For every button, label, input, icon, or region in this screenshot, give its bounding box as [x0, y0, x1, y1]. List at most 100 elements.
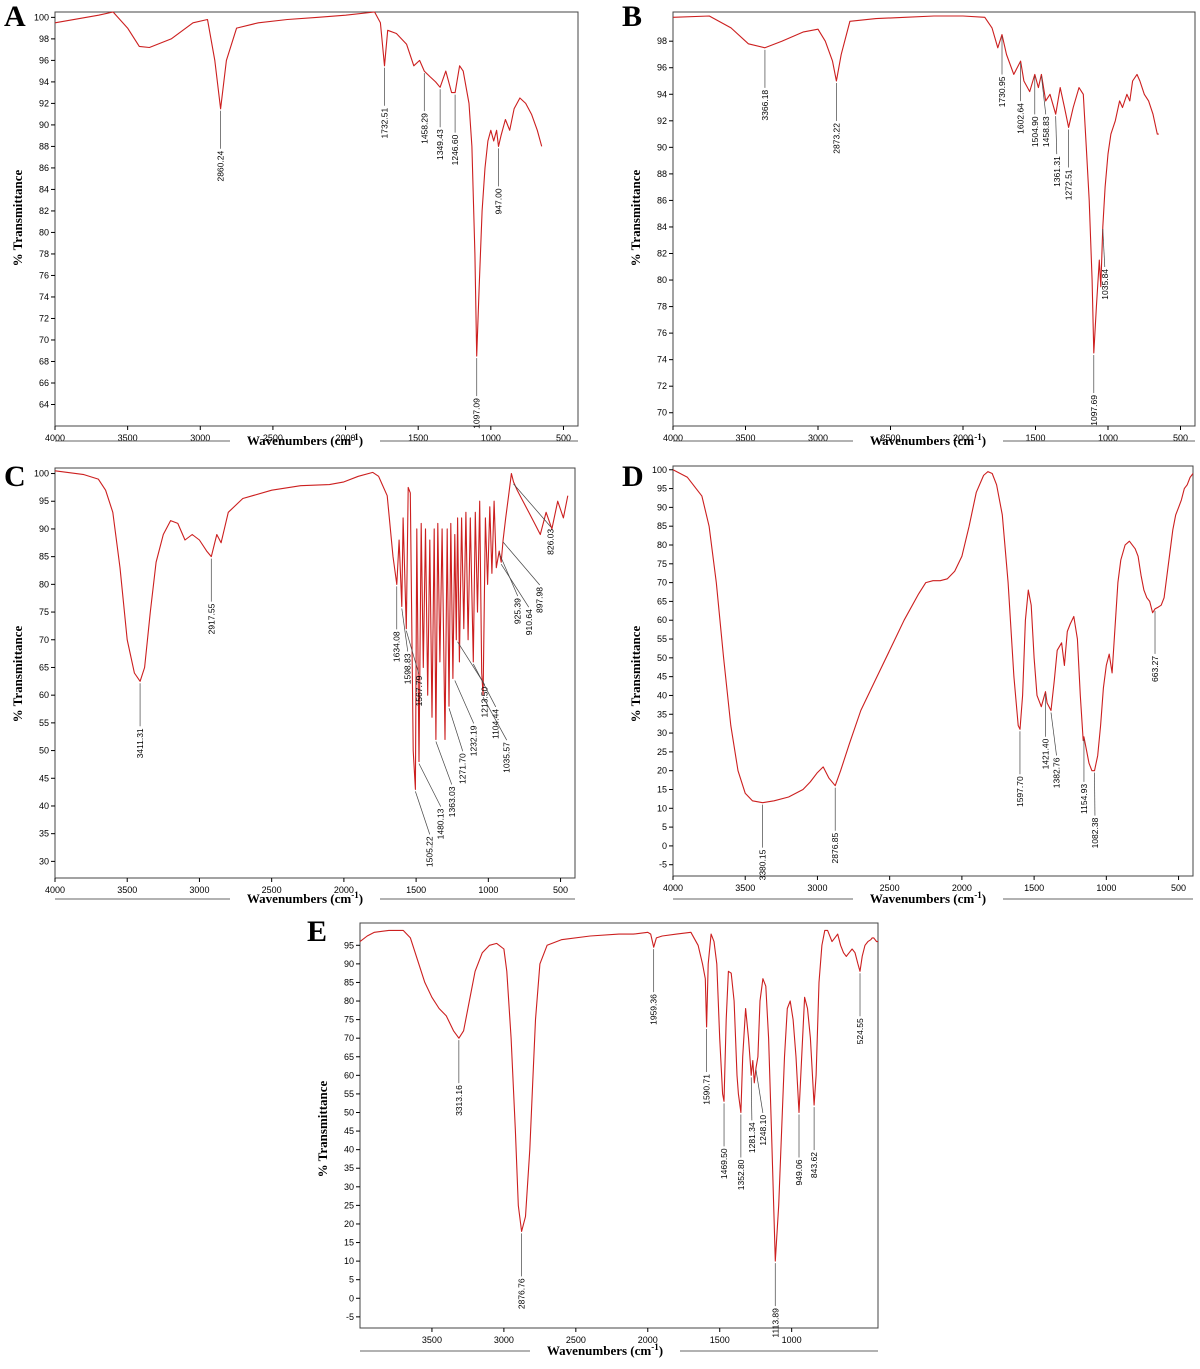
peak-label: 1097.69 — [1089, 395, 1099, 426]
y-tick-label: 40 — [344, 1145, 354, 1155]
x-tick-label: 3000 — [807, 883, 827, 893]
peak-label: 1271.70 — [458, 753, 468, 784]
y-tick-label: 25 — [344, 1200, 354, 1210]
y-tick-label: 76 — [39, 270, 49, 280]
panel-label: E — [307, 917, 327, 947]
peak-label: 2860.24 — [216, 151, 226, 182]
y-tick-label: 95 — [657, 484, 667, 494]
peak-label: 947.00 — [494, 188, 504, 214]
y-tick-label: 40 — [39, 801, 49, 811]
y-tick-label: 72 — [657, 381, 667, 391]
peak-label: 1272.51 — [1064, 169, 1074, 200]
panel-label: C — [4, 462, 26, 492]
y-tick-label: 78 — [39, 249, 49, 259]
y-tick-label: 70 — [344, 1033, 354, 1043]
y-tick-label: 80 — [39, 579, 49, 589]
y-tick-label: 75 — [657, 559, 667, 569]
x-axis-label: Wavenumbers (cm-1) — [870, 432, 986, 448]
y-axis-label: % Transmittance — [10, 169, 25, 266]
ftir-chart: 6466687072747678808284868890929496981004… — [0, 0, 585, 455]
y-tick-label: 45 — [344, 1126, 354, 1136]
y-tick-label: 86 — [657, 195, 667, 205]
x-axis-label: Wavenumbers (cm-1) — [247, 890, 363, 906]
y-tick-label: 5 — [349, 1275, 354, 1285]
y-tick-label: 95 — [344, 940, 354, 950]
peak-label: 2917.55 — [206, 603, 216, 634]
peak-label: 1154.93 — [1079, 784, 1089, 814]
peak-label: 949.06 — [794, 1159, 804, 1185]
y-tick-label: 100 — [652, 465, 667, 475]
spectrum-line — [360, 930, 878, 1261]
peak-label: 1602.64 — [1016, 103, 1026, 134]
y-tick-label: 15 — [344, 1238, 354, 1248]
peak-label: 1382.76 — [1052, 757, 1062, 788]
y-tick-label: 66 — [39, 378, 49, 388]
y-tick-label: 100 — [34, 469, 49, 479]
plot-frame — [673, 466, 1193, 876]
y-tick-label: 55 — [657, 634, 667, 644]
peak-label: 1352.80 — [736, 1159, 746, 1190]
y-tick-label: 55 — [344, 1089, 354, 1099]
x-tick-label: 500 — [1171, 883, 1186, 893]
y-tick-label: 45 — [657, 672, 667, 682]
y-tick-label: 35 — [39, 829, 49, 839]
ftir-chart: -505101520253035404550556065707580859095… — [305, 915, 890, 1364]
peak-label: 1598.83 — [403, 653, 413, 684]
peak-label: 1730.95 — [997, 76, 1007, 107]
y-tick-label: 5 — [662, 822, 667, 832]
y-tick-label: 65 — [344, 1052, 354, 1062]
y-tick-label: 0 — [349, 1293, 354, 1303]
y-tick-label: 30 — [657, 728, 667, 738]
y-tick-label: 70 — [657, 408, 667, 418]
x-tick-label: 4000 — [45, 885, 65, 895]
y-tick-label: 30 — [344, 1182, 354, 1192]
x-tick-label: 3000 — [189, 885, 209, 895]
y-tick-label: 92 — [657, 116, 667, 126]
y-tick-label: 50 — [39, 746, 49, 756]
peak-leader — [419, 764, 441, 807]
y-tick-label: 90 — [39, 524, 49, 534]
panel-label: B — [622, 2, 642, 32]
peak-leader — [499, 553, 518, 596]
y-axis-label: % Transmittance — [315, 1080, 330, 1177]
y-tick-label: 90 — [657, 142, 667, 152]
peak-leader — [436, 741, 452, 784]
y-tick-label: 0 — [662, 841, 667, 851]
peak-label: 1213.50 — [480, 686, 490, 717]
y-tick-label: 20 — [344, 1219, 354, 1229]
y-tick-label: -5 — [659, 860, 667, 870]
y-tick-label: 80 — [39, 227, 49, 237]
y-tick-label: 50 — [344, 1107, 354, 1117]
y-tick-label: 70 — [39, 335, 49, 345]
plot-frame — [55, 468, 575, 878]
peak-leader — [1056, 116, 1057, 154]
peak-label: 1421.40 — [1041, 738, 1051, 769]
peak-label: 1349.43 — [435, 129, 445, 160]
peak-leader — [756, 1070, 763, 1113]
peak-label: 1480.13 — [436, 808, 446, 839]
peak-label: 1634.08 — [392, 631, 402, 662]
peak-leader — [1103, 229, 1105, 267]
x-tick-label: 3500 — [422, 1335, 442, 1345]
peak-label: 1097.09 — [472, 398, 482, 429]
spectrum-line — [55, 471, 568, 790]
y-tick-label: 86 — [39, 163, 49, 173]
y-tick-label: 20 — [657, 766, 667, 776]
y-tick-label: 64 — [39, 399, 49, 409]
y-tick-label: 84 — [39, 184, 49, 194]
peak-label: 1082.38 — [1090, 817, 1100, 848]
plot-frame — [55, 12, 578, 426]
y-tick-label: 94 — [657, 89, 667, 99]
peak-label: 1505.22 — [425, 836, 435, 867]
x-axis-label: Wavenumbers (cm-1) — [547, 1342, 663, 1358]
peak-leader — [449, 708, 463, 751]
y-tick-label: 85 — [39, 552, 49, 562]
x-tick-label: 4000 — [663, 883, 683, 893]
x-tick-label: 1000 — [478, 885, 498, 895]
y-axis-label: % Transmittance — [10, 625, 25, 722]
y-tick-label: 72 — [39, 313, 49, 323]
y-tick-label: 10 — [344, 1256, 354, 1266]
y-tick-label: 60 — [657, 615, 667, 625]
